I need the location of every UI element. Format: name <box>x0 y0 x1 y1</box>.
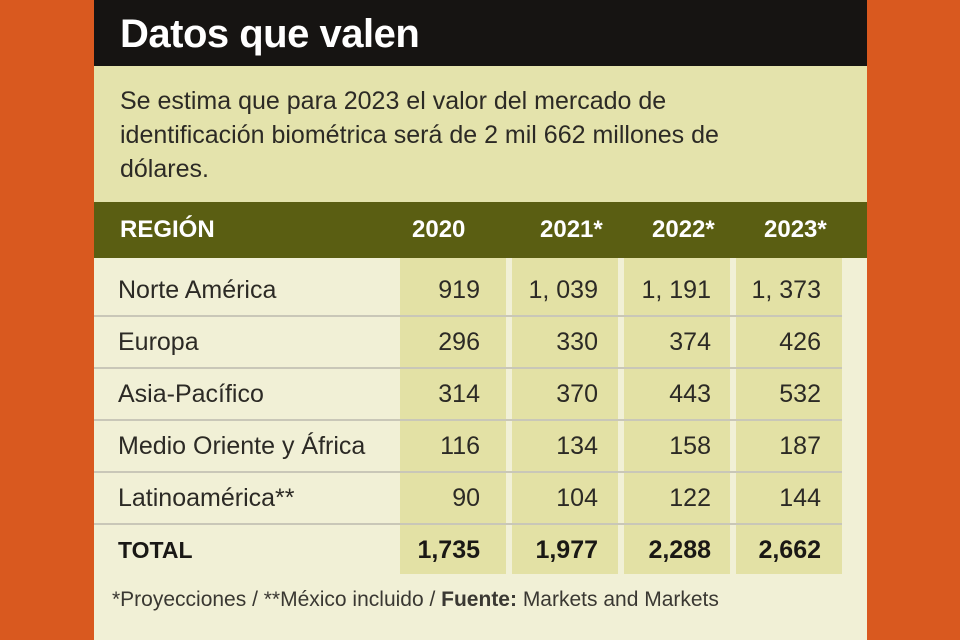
header-region: REGIÓN <box>120 216 215 243</box>
table-cell: 116 <box>440 432 480 460</box>
table-cell: 370 <box>556 380 598 408</box>
table-cell: 1, 191 <box>641 276 711 304</box>
column-bg-2021 <box>512 258 618 574</box>
column-bg-2022 <box>624 258 730 574</box>
footnote-notes: *Proyecciones / **México incluido / <box>112 588 442 611</box>
source-name: Markets and Markets <box>516 588 719 611</box>
column-bg-2023 <box>736 258 842 574</box>
table-cell: 296 <box>438 328 480 356</box>
page-title: Datos que valen <box>120 12 420 56</box>
table-row-region: Norte América <box>118 276 277 304</box>
row-divider <box>94 471 842 473</box>
table-cell: 187 <box>779 432 821 460</box>
footnote: *Proyecciones / **México incluido / Fuen… <box>112 588 719 612</box>
title-bar: Datos que valen <box>94 0 867 66</box>
table-cell: 1, 373 <box>751 276 821 304</box>
header-2021: 2021* <box>540 216 603 243</box>
table-cell: 104 <box>556 484 598 512</box>
table-cell: 532 <box>779 380 821 408</box>
table-header: REGIÓN 2020 2021* 2022* 2023* <box>94 202 867 258</box>
header-2023: 2023* <box>764 216 827 243</box>
total-cell: 2,662 <box>758 536 821 564</box>
table-cell: 919 <box>438 276 480 304</box>
infographic-card: Datos que valen Se estima que para 2023 … <box>94 0 867 640</box>
table-cell: 374 <box>669 328 711 356</box>
table-cell: 330 <box>556 328 598 356</box>
table-cell: 1, 039 <box>528 276 598 304</box>
row-divider <box>94 367 842 369</box>
source-label: Fuente: <box>441 588 517 611</box>
intro-panel: Se estima que para 2023 el valor del mer… <box>94 66 867 202</box>
table-row-region: Asia-Pacífico <box>118 380 264 408</box>
intro-text: Se estima que para 2023 el valor del mer… <box>120 87 719 183</box>
table-cell: 144 <box>779 484 821 512</box>
total-cell: 1,977 <box>535 536 598 564</box>
header-2022: 2022* <box>652 216 715 243</box>
table-cell: 443 <box>669 380 711 408</box>
table-row-region: Europa <box>118 328 199 356</box>
table-row-region: Medio Oriente y África <box>118 432 366 460</box>
table-cell: 122 <box>669 484 711 512</box>
table-row-region: Latinoamérica** <box>118 484 295 512</box>
table-cell: 314 <box>438 380 480 408</box>
header-2020: 2020 <box>412 216 466 243</box>
total-label: TOTAL <box>118 537 193 563</box>
table-cell: 158 <box>669 432 711 460</box>
total-cell: 1,735 <box>417 536 480 564</box>
table-cell: 90 <box>452 484 480 512</box>
row-divider <box>94 419 842 421</box>
column-bg-2020 <box>400 258 506 574</box>
row-divider <box>94 315 842 317</box>
table-cell: 134 <box>556 432 598 460</box>
total-cell: 2,288 <box>648 536 711 564</box>
row-divider <box>94 523 842 525</box>
table-cell: 426 <box>779 328 821 356</box>
